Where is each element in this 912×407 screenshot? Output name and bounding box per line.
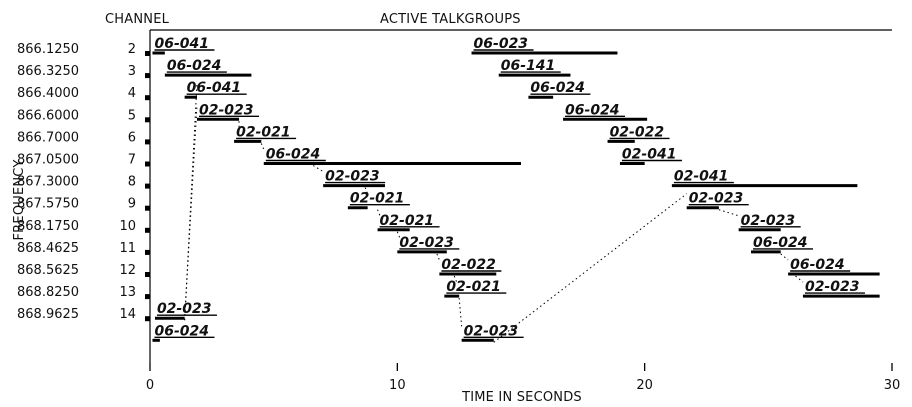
talkgroup-label: 02-021 [380, 213, 435, 229]
channel-label: 13 [119, 285, 136, 300]
channel-label: 11 [119, 241, 136, 256]
frequency-label: 867.5750 [17, 197, 79, 212]
channel-tick [145, 205, 150, 211]
chart-header: CHANNEL ACTIVE TALKGROUPS [105, 12, 521, 27]
talkgroup-label: 02-022 [610, 124, 665, 140]
talkgroup-label: 06-141 [501, 58, 556, 74]
talkgroup-label: 02-021 [236, 124, 291, 140]
talkgroup-label: 06-024 [154, 323, 209, 339]
handoff-line [436, 253, 440, 261]
handoff-line [260, 143, 265, 150]
talkgroup-label: 06-024 [753, 235, 808, 251]
talkgroup-label: 02-021 [446, 279, 501, 295]
handoff-lines [184, 83, 804, 343]
channel-tick [145, 249, 150, 255]
handoff-line [795, 275, 804, 283]
frequency-label: 867.3000 [17, 175, 79, 190]
channel-tick [145, 294, 150, 300]
x-axis-label: TIME IN SECONDS [461, 390, 582, 405]
talkgroup-label: 02-023 [464, 323, 519, 339]
handoff-line [780, 253, 789, 261]
channel-tick [145, 272, 150, 277]
x-tick-label: 10 [389, 378, 406, 393]
talkgroup-label: 02-021 [350, 191, 405, 207]
channel-tick [145, 73, 150, 79]
channel-tick [145, 51, 150, 56]
talkgroup-label: 06-024 [167, 58, 222, 74]
row-labels: 866.1250 2 866.3250 3 866.4000 4 866.6000 5 866.… [17, 42, 150, 322]
talkgroup-label: 02-023 [689, 191, 744, 207]
handoff-line [718, 209, 739, 217]
channel-tick [145, 183, 150, 189]
talkgroup-label: 06-041 [154, 36, 209, 52]
handoff-line [493, 193, 688, 343]
talkgroup-label: 02-023 [325, 169, 380, 185]
channel-label: 3 [128, 64, 136, 79]
frequency-label: 866.4000 [17, 86, 79, 101]
talkgroup-label: 02-023 [199, 102, 254, 118]
handoff-line [364, 187, 369, 194]
frequency-label: 867.0500 [17, 153, 79, 168]
talkgroup-label: 02-023 [805, 279, 860, 295]
channel-tick [145, 161, 150, 167]
channel-tick [145, 95, 150, 101]
y-axis-label: FREQUENCY [12, 160, 27, 241]
x-tick-label: 20 [636, 378, 653, 393]
talkgroup-label: 02-041 [674, 169, 729, 185]
channel-label: 10 [119, 219, 136, 234]
talkgroup-label: 06-023 [474, 36, 529, 52]
handoff-line [458, 298, 463, 327]
talkgroup-label: 02-041 [622, 147, 677, 163]
talkgroup-label: 06-024 [530, 80, 585, 96]
talkgroup-label: 02-023 [157, 301, 212, 317]
channel-tick [145, 139, 150, 145]
frequency-label: 868.5625 [17, 263, 79, 278]
frequency-label: 866.1250 [17, 42, 79, 57]
channel-column-header: CHANNEL [105, 12, 170, 27]
axes: 0 10 20 30 [146, 29, 901, 393]
channel-label: 9 [128, 197, 136, 212]
channel-label: 5 [128, 108, 136, 123]
frequency-label: 866.3250 [17, 64, 79, 79]
channel-tick [145, 117, 150, 123]
talkgroup-label: 02-023 [741, 213, 796, 229]
channel-label: 7 [128, 153, 136, 168]
chart-title: ACTIVE TALKGROUPS [380, 12, 521, 27]
handoff-line [312, 165, 324, 173]
channel-label: 6 [128, 130, 136, 145]
frequency-label: 866.6000 [17, 108, 79, 123]
frequency-label: 868.1750 [17, 219, 79, 234]
frequency-label: 866.7000 [17, 130, 79, 145]
handoff-line [453, 275, 458, 283]
talkgroup-label: 06-024 [266, 147, 321, 163]
handoff-line [377, 209, 381, 216]
handoff-line [396, 231, 401, 239]
frequency-label: 868.8250 [17, 285, 79, 300]
x-tick-label: 0 [146, 378, 154, 393]
channel-label: 4 [128, 86, 136, 101]
handoff-line [184, 83, 198, 321]
frequency-label: 868.9625 [17, 307, 79, 322]
channel-label: 12 [119, 263, 136, 278]
channel-tick [145, 316, 150, 322]
x-tick-label: 30 [884, 378, 901, 393]
frequency-label: 868.4625 [17, 241, 79, 256]
talkgroup-label: 06-024 [790, 257, 845, 273]
talkgroup-label: 02-022 [441, 257, 496, 273]
channel-tick [145, 227, 150, 233]
channel-label: 14 [119, 307, 136, 322]
talkgroup-label: 02-023 [399, 235, 454, 251]
talkgroup-label: 06-041 [187, 80, 242, 96]
channel-label: 2 [128, 42, 136, 57]
channel-label: 8 [128, 175, 136, 190]
talkgroup-label: 06-024 [565, 102, 620, 118]
